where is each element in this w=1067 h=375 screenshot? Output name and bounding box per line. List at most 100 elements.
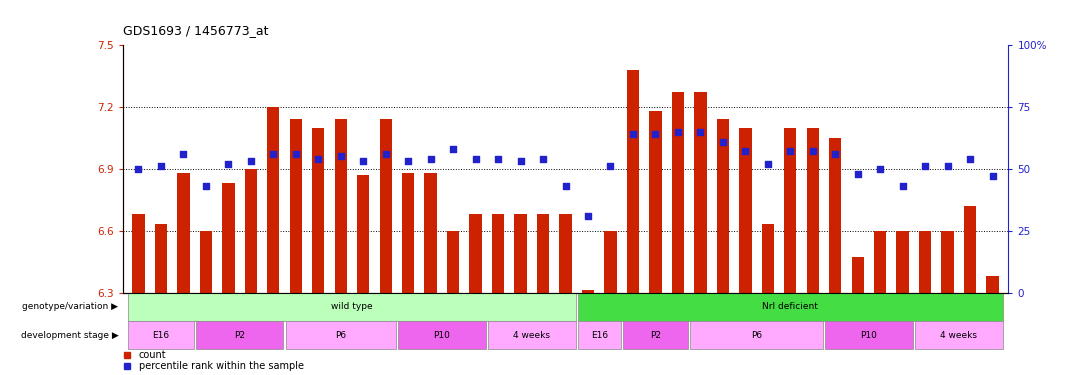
Text: 4 weeks: 4 weeks <box>513 330 551 339</box>
Bar <box>964 206 976 292</box>
Point <box>827 151 844 157</box>
Bar <box>357 175 369 292</box>
Point <box>377 151 394 157</box>
Point <box>265 151 282 157</box>
Bar <box>200 231 212 292</box>
Bar <box>762 225 774 292</box>
Point <box>714 138 731 144</box>
Text: E16: E16 <box>153 330 170 339</box>
Point <box>467 156 484 162</box>
Point <box>197 183 214 189</box>
Bar <box>851 258 864 292</box>
Point <box>782 148 799 154</box>
Bar <box>177 173 190 292</box>
Bar <box>626 70 639 292</box>
Point <box>512 158 529 164</box>
Bar <box>286 321 396 349</box>
Bar <box>492 214 505 292</box>
Point <box>490 156 507 162</box>
Point <box>579 213 596 219</box>
Bar <box>380 119 392 292</box>
Bar <box>941 231 954 292</box>
Bar <box>623 321 688 349</box>
Point <box>760 161 777 167</box>
Text: P6: P6 <box>751 330 762 339</box>
Bar <box>578 321 621 349</box>
Point <box>242 158 259 164</box>
Text: P10: P10 <box>860 330 877 339</box>
Text: percentile rank within the sample: percentile rank within the sample <box>139 361 304 371</box>
Bar <box>915 321 1003 349</box>
Bar <box>244 169 257 292</box>
Point <box>153 163 170 169</box>
Text: wild type: wild type <box>331 302 372 311</box>
Point <box>602 163 619 169</box>
Bar <box>578 292 1003 321</box>
Text: count: count <box>139 350 166 360</box>
Bar <box>717 119 729 292</box>
Point <box>894 183 911 189</box>
Point <box>557 183 574 189</box>
Point <box>691 129 708 135</box>
Text: E16: E16 <box>591 330 608 339</box>
Point <box>939 163 956 169</box>
Bar <box>537 214 550 292</box>
Bar <box>739 128 751 292</box>
Bar <box>267 107 280 292</box>
Point <box>805 148 822 154</box>
Bar <box>402 173 414 292</box>
Point <box>175 151 192 157</box>
Bar <box>447 231 459 292</box>
Bar <box>222 183 235 292</box>
Point <box>445 146 462 152</box>
Point <box>961 156 978 162</box>
Text: P2: P2 <box>650 330 660 339</box>
Text: P2: P2 <box>234 330 245 339</box>
Bar <box>559 214 572 292</box>
Point <box>872 166 889 172</box>
Bar <box>469 214 482 292</box>
Point <box>917 163 934 169</box>
Bar <box>690 321 823 349</box>
Bar <box>784 128 796 292</box>
Text: P10: P10 <box>433 330 450 339</box>
Bar <box>896 231 909 292</box>
Text: P6: P6 <box>335 330 347 339</box>
Bar <box>582 291 594 292</box>
Point <box>984 173 1001 179</box>
Bar <box>649 111 662 292</box>
Bar <box>695 93 706 292</box>
Bar <box>155 225 168 292</box>
Bar <box>874 231 887 292</box>
Point <box>309 156 327 162</box>
Bar <box>289 119 302 292</box>
Bar <box>128 292 575 321</box>
Bar <box>128 321 193 349</box>
Bar <box>807 128 819 292</box>
Point <box>354 158 371 164</box>
Point <box>737 148 754 154</box>
Text: development stage ▶: development stage ▶ <box>20 330 118 339</box>
Bar <box>132 214 145 292</box>
Point <box>535 156 552 162</box>
Bar <box>425 173 436 292</box>
Point <box>849 171 866 177</box>
Bar <box>604 231 617 292</box>
Text: 4 weeks: 4 weeks <box>940 330 977 339</box>
Point <box>423 156 440 162</box>
Point <box>624 131 641 137</box>
Point <box>287 151 304 157</box>
Bar <box>919 231 931 292</box>
Bar <box>312 128 324 292</box>
Point <box>400 158 417 164</box>
Bar <box>514 214 527 292</box>
Bar <box>488 321 575 349</box>
Text: genotype/variation ▶: genotype/variation ▶ <box>22 302 118 311</box>
Point <box>669 129 686 135</box>
Bar <box>335 119 347 292</box>
Point <box>130 166 147 172</box>
Bar <box>398 321 485 349</box>
Bar <box>672 93 684 292</box>
Point <box>220 161 237 167</box>
Point <box>647 131 664 137</box>
